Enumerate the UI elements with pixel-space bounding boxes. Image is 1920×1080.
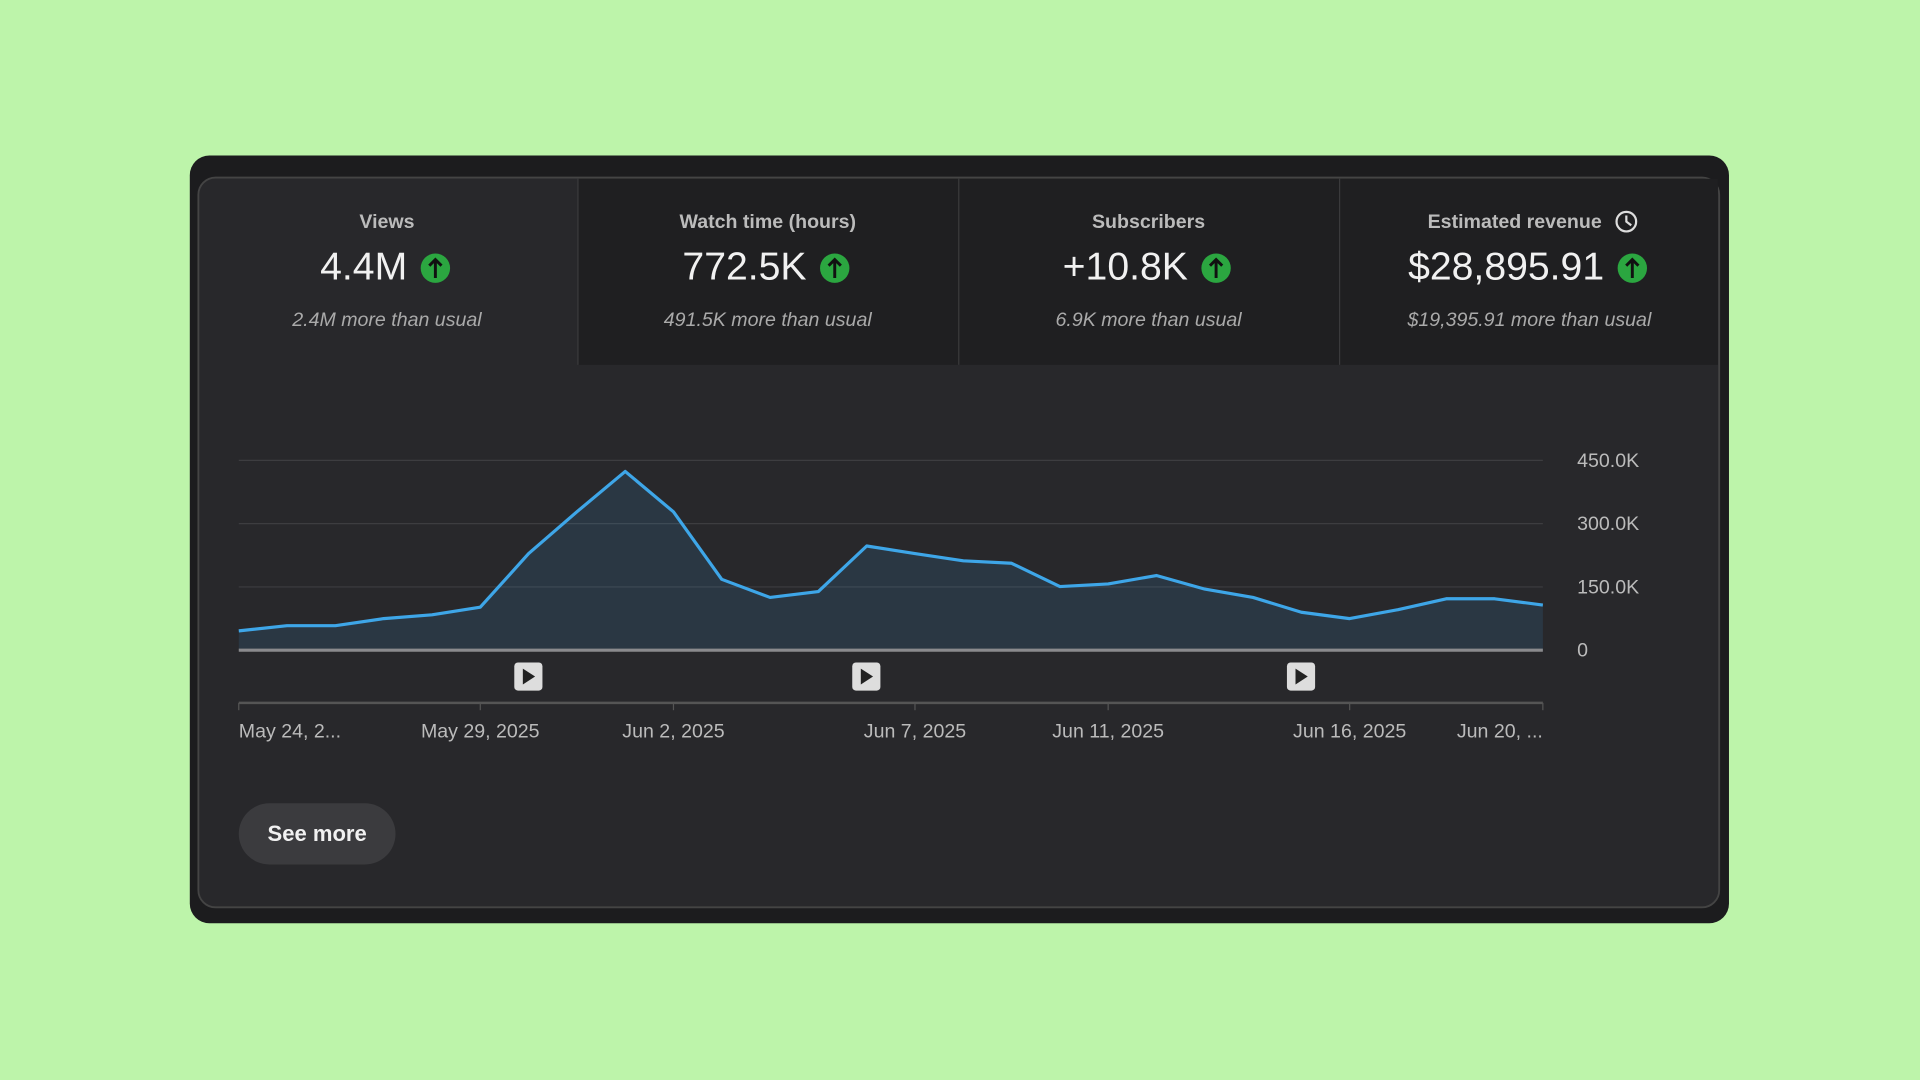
metric-value: 772.5K	[682, 246, 806, 289]
metric-value: $28,895.91	[1408, 246, 1604, 289]
x-tick-label: May 29, 2025	[421, 720, 540, 742]
play-icon	[860, 668, 874, 685]
metric-label: Watch time (hours)	[679, 211, 856, 233]
metric-value: +10.8K	[1063, 246, 1188, 289]
trend-arrow	[428, 257, 443, 278]
metric-note: 491.5K more than usual	[664, 309, 873, 331]
metric-label: Subscribers	[1092, 211, 1205, 233]
x-tick-label: Jun 11, 2025	[1052, 720, 1164, 742]
metric-label: Views	[359, 211, 414, 233]
see-more-button[interactable]	[238, 803, 396, 865]
trend-arrow	[827, 257, 842, 278]
x-tick-label: Jun 2, 2025	[622, 720, 724, 742]
x-tick-label: Jun 16, 2025	[1293, 720, 1406, 742]
trend-arrow	[1208, 257, 1224, 278]
metric-label: Estimated revenue	[1428, 211, 1602, 233]
metric-tiles: Views 4.4M 2.4M more than usual Watch time …	[291, 210, 1652, 331]
line	[238, 469, 1544, 633]
video-markers	[514, 662, 1316, 691]
x-tick-label: Jun 7, 2025	[864, 720, 966, 742]
tiles-bg	[577, 178, 1718, 365]
play-icon	[522, 668, 536, 685]
metric-note: 2.4M more than usual	[291, 309, 482, 331]
y-tick-label: 450.0K	[1577, 450, 1639, 472]
y-tick-label: 0	[1577, 640, 1588, 662]
clock-icon	[1615, 210, 1638, 233]
y-tick-label: 300.0K	[1577, 513, 1639, 535]
clock-hands	[1625, 215, 1632, 227]
x-tick-label: Jun 20, ...	[1457, 720, 1543, 742]
metric-note: 6.9K more than usual	[1056, 309, 1243, 331]
button-label: See more	[268, 821, 367, 846]
area	[238, 471, 1543, 651]
play-icon	[1295, 668, 1308, 685]
metric-value: 4.4M	[320, 246, 407, 289]
trend-arrow	[1625, 257, 1640, 278]
chart: 0 150.0K 300.0K 450.0K May 24, 2... May 29, 2…	[238, 450, 1639, 742]
y-tick-label: 150.0K	[1577, 576, 1639, 598]
x-tick-label: May 24, 2...	[239, 720, 341, 742]
metric-note: $19,395.91 more than usual	[1406, 309, 1651, 331]
